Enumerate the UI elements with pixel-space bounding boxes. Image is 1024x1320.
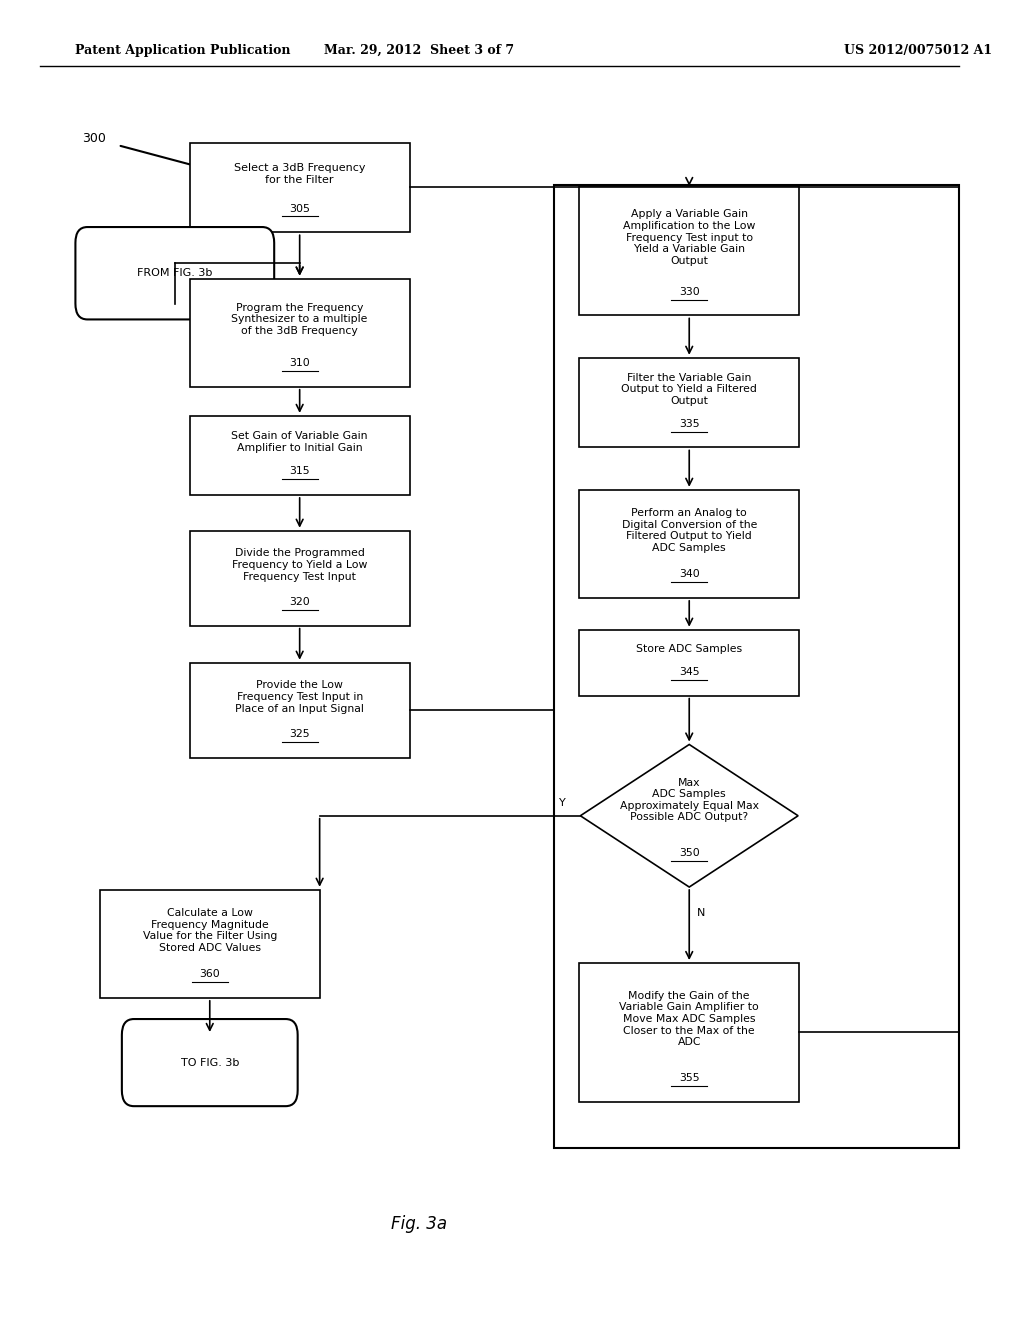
Text: Max
ADC Samples
Approximately Equal Max
Possible ADC Output?: Max ADC Samples Approximately Equal Max … <box>620 777 759 822</box>
FancyBboxPatch shape <box>580 358 799 447</box>
Text: 355: 355 <box>679 1073 699 1082</box>
Text: Store ADC Samples: Store ADC Samples <box>636 644 742 655</box>
Text: Filter the Variable Gain
Output to Yield a Filtered
Output: Filter the Variable Gain Output to Yield… <box>622 372 757 407</box>
Text: 310: 310 <box>290 358 310 368</box>
Text: FROM FIG. 3b: FROM FIG. 3b <box>137 268 213 279</box>
Text: Select a 3dB Frequency
for the Filter: Select a 3dB Frequency for the Filter <box>233 164 366 185</box>
FancyBboxPatch shape <box>76 227 274 319</box>
Text: Apply a Variable Gain
Amplification to the Low
Frequency Test input to
Yield a V: Apply a Variable Gain Amplification to t… <box>623 210 756 265</box>
Text: Perform an Analog to
Digital Conversion of the
Filtered Output to Yield
ADC Samp: Perform an Analog to Digital Conversion … <box>622 508 757 553</box>
Text: TO FIG. 3b: TO FIG. 3b <box>180 1057 239 1068</box>
FancyBboxPatch shape <box>100 890 319 998</box>
Text: 305: 305 <box>289 203 310 214</box>
Text: Patent Application Publication: Patent Application Publication <box>75 44 291 57</box>
FancyBboxPatch shape <box>580 186 799 315</box>
Text: 360: 360 <box>200 969 220 979</box>
FancyBboxPatch shape <box>189 531 410 626</box>
Text: Provide the Low
Frequency Test Input in
Place of an Input Signal: Provide the Low Frequency Test Input in … <box>236 680 365 714</box>
Text: Set Gain of Variable Gain
Amplifier to Initial Gain: Set Gain of Variable Gain Amplifier to I… <box>231 432 368 453</box>
Text: Fig. 3a: Fig. 3a <box>391 1214 447 1233</box>
Text: Divide the Programmed
Frequency to Yield a Low
Frequency Test Input: Divide the Programmed Frequency to Yield… <box>232 548 368 582</box>
Text: 340: 340 <box>679 569 699 579</box>
Text: Modify the Gain of the
Variable Gain Amplifier to
Move Max ADC Samples
Closer to: Modify the Gain of the Variable Gain Amp… <box>620 991 759 1047</box>
FancyBboxPatch shape <box>189 416 410 495</box>
Text: Calculate a Low
Frequency Magnitude
Value for the Filter Using
Stored ADC Values: Calculate a Low Frequency Magnitude Valu… <box>142 908 276 953</box>
Text: 325: 325 <box>290 729 310 739</box>
Text: N: N <box>697 908 706 919</box>
FancyBboxPatch shape <box>189 143 410 232</box>
Text: US 2012/0075012 A1: US 2012/0075012 A1 <box>844 44 992 57</box>
FancyBboxPatch shape <box>580 490 799 598</box>
FancyBboxPatch shape <box>580 964 799 1101</box>
Text: 320: 320 <box>290 597 310 607</box>
Polygon shape <box>581 744 798 887</box>
Text: 335: 335 <box>679 418 699 429</box>
FancyBboxPatch shape <box>580 630 799 696</box>
FancyBboxPatch shape <box>189 279 410 387</box>
FancyBboxPatch shape <box>189 663 410 758</box>
Text: Program the Frequency
Synthesizer to a multiple
of the 3dB Frequency: Program the Frequency Synthesizer to a m… <box>231 302 368 337</box>
Text: 300: 300 <box>82 132 105 145</box>
Text: Mar. 29, 2012  Sheet 3 of 7: Mar. 29, 2012 Sheet 3 of 7 <box>325 44 515 57</box>
Text: 330: 330 <box>679 286 699 297</box>
Text: Y: Y <box>559 797 565 808</box>
Text: 345: 345 <box>679 667 699 677</box>
Text: 315: 315 <box>290 466 310 477</box>
FancyBboxPatch shape <box>122 1019 298 1106</box>
Text: 350: 350 <box>679 847 699 858</box>
